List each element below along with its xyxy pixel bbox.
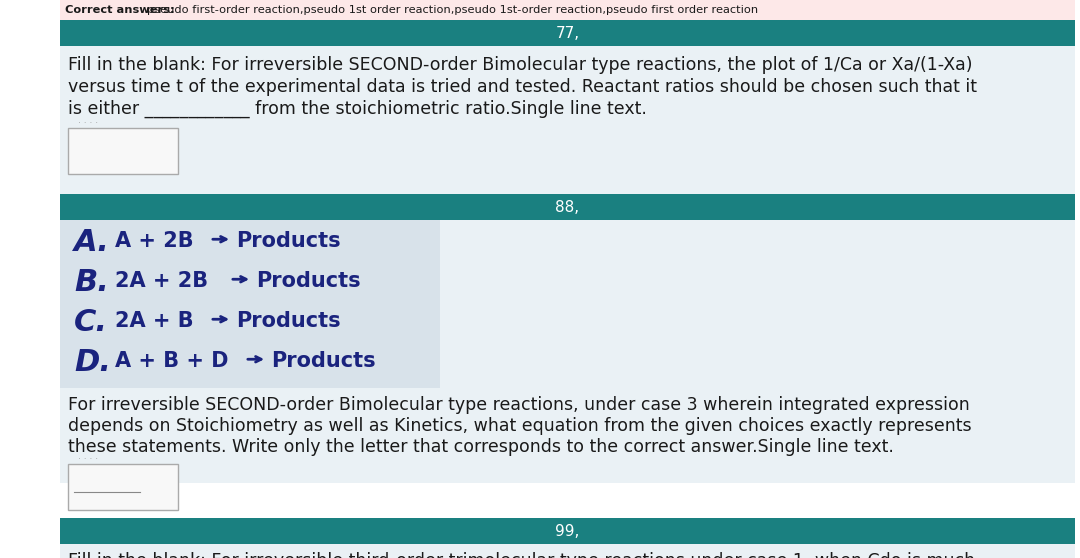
Text: Fill in the blank: For irreversible third-order trimolecular type reactions unde: Fill in the blank: For irreversible thir…	[68, 552, 975, 558]
Text: pseudo first-order reaction,pseudo 1st order reaction,pseudo 1st-order reaction,: pseudo first-order reaction,pseudo 1st o…	[147, 5, 758, 15]
Text: A.: A.	[75, 228, 110, 257]
Text: 2A + 2B: 2A + 2B	[114, 271, 215, 291]
Text: For irreversible SECOND-order Bimolecular type reactions, under case 3 wherein i: For irreversible SECOND-order Bimolecula…	[68, 396, 970, 414]
Text: these statements. Write only the letter that corresponds to the correct answer.S: these statements. Write only the letter …	[68, 438, 894, 456]
Text: Correct answers:: Correct answers:	[65, 5, 178, 15]
Text: A + B + D: A + B + D	[114, 351, 229, 371]
Text: versus time t of the experimental data is tried and tested. Reactant ratios shou: versus time t of the experimental data i…	[68, 78, 977, 96]
Bar	[60, 20, 1075, 46]
Text: 88,: 88,	[555, 200, 580, 214]
Bar	[60, 220, 440, 388]
Text: 2A + B: 2A + B	[114, 311, 201, 331]
Text: D.: D.	[75, 348, 111, 377]
Text: Fill in the blank: For irreversible SECOND-order Bimolecular type reactions, the: Fill in the blank: For irreversible SECO…	[68, 56, 972, 74]
Text: 99,: 99,	[555, 523, 580, 538]
Bar	[68, 128, 178, 174]
Text: C.: C.	[75, 308, 108, 337]
Text: is either ____________ from the stoichiometric ratio.Single line text.: is either ____________ from the stoichio…	[68, 100, 647, 118]
Bar	[60, 46, 1075, 194]
Bar	[60, 220, 1075, 483]
Text: . . . .: . . . .	[78, 452, 98, 461]
Bar	[68, 464, 178, 510]
Text: A + 2B: A + 2B	[114, 231, 201, 251]
Bar	[60, 544, 1075, 558]
Bar	[60, 194, 1075, 220]
Text: 77,: 77,	[555, 26, 580, 41]
Text: depends on Stoichiometry as well as Kinetics, what equation from the given choic: depends on Stoichiometry as well as Kine…	[68, 417, 972, 435]
Text: B.: B.	[75, 268, 109, 297]
Bar	[60, 518, 1075, 544]
Text: Products: Products	[237, 311, 340, 331]
Text: . . . .: . . . .	[78, 116, 98, 125]
Text: Products: Products	[237, 231, 340, 251]
Bar	[60, 0, 1075, 20]
Text: Products: Products	[271, 351, 376, 371]
Text: Products: Products	[256, 271, 361, 291]
